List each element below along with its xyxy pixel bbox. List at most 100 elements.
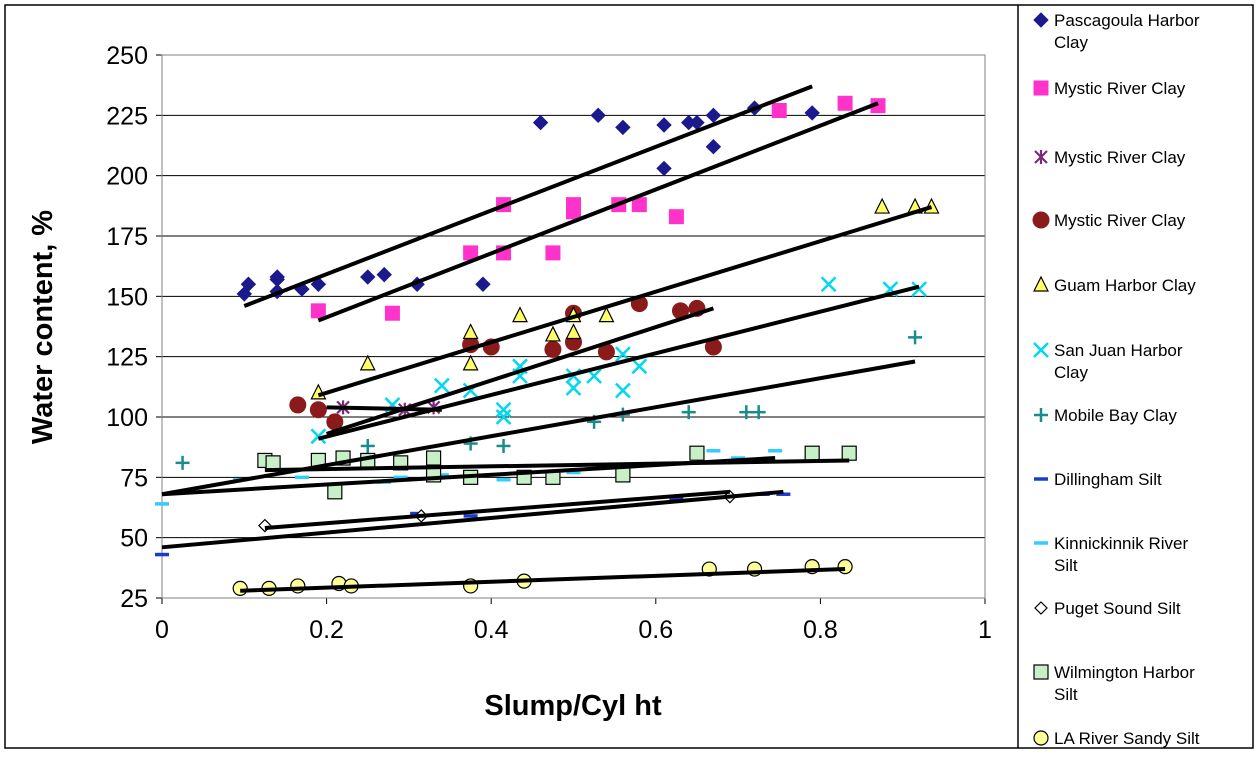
data-point — [495, 401, 512, 418]
data-point — [545, 245, 561, 261]
marker-shape — [232, 580, 248, 596]
marker-shape — [462, 354, 479, 371]
data-point — [565, 323, 582, 340]
marker-shape — [590, 107, 606, 124]
marker-shape — [874, 197, 891, 214]
legend-marker — [1034, 408, 1048, 422]
legend-item: Guam Harbor Clay — [1033, 275, 1196, 295]
marker-shape — [425, 450, 442, 466]
data-point — [265, 455, 281, 471]
data-point — [309, 401, 327, 419]
marker-shape — [376, 266, 392, 283]
legend-label: Guam Harbor Clay — [1054, 276, 1196, 295]
y-axis-label: Water content, % — [27, 210, 59, 444]
x-tick-label: 0.4 — [474, 616, 509, 644]
data-point — [656, 117, 672, 133]
legend-item: San Juan Harbor Clay — [1033, 341, 1183, 382]
marker-stroke — [495, 401, 512, 418]
trendline — [240, 567, 846, 593]
data-point — [590, 107, 606, 124]
data-point — [327, 484, 343, 500]
y-tick-label: 175 — [106, 223, 148, 251]
data-point — [615, 119, 631, 136]
marker-shape — [615, 119, 631, 136]
trendline — [161, 359, 916, 497]
legend-label: Mystic River Clay — [1054, 79, 1186, 98]
data-point — [705, 107, 722, 124]
legend-marker — [1033, 12, 1049, 28]
marker-shape — [269, 269, 285, 285]
data-point — [310, 428, 327, 445]
legend-label: Mystic River Clay — [1054, 148, 1186, 167]
y-tick-label: 100 — [106, 404, 148, 432]
data-point — [496, 438, 511, 453]
legend-item: Pascagoula Harbor Clay — [1033, 11, 1200, 52]
x-tick-label: 0 — [155, 616, 169, 644]
marker-shape — [240, 276, 257, 292]
marker-stroke — [820, 276, 837, 293]
marker-stroke — [614, 346, 631, 363]
legend-label: San Juan Harbor Clay — [1054, 341, 1183, 382]
marker-shape — [689, 445, 705, 461]
marker-shape — [359, 354, 376, 371]
marker-shape — [1033, 730, 1049, 746]
data-point — [705, 138, 722, 155]
legend-marker — [1033, 80, 1049, 96]
data-point — [544, 325, 561, 342]
x-tick-label: 0.6 — [638, 616, 673, 644]
marker-shape — [327, 484, 343, 500]
data-point — [512, 306, 528, 323]
legend-item: Mystic River Clay — [1032, 211, 1186, 230]
data-point — [384, 305, 400, 321]
trendline — [264, 489, 731, 531]
legend-label: Pascagoula Harbor Clay — [1054, 11, 1200, 52]
marker-shape — [566, 197, 581, 213]
data-point — [232, 580, 248, 596]
data-point — [804, 105, 820, 121]
trendline — [325, 306, 715, 436]
marker-shape — [310, 303, 326, 319]
legend-marker — [1033, 275, 1049, 292]
legend-item: Mystic River Clay — [1034, 148, 1186, 167]
data-point — [689, 445, 705, 461]
legend-label: Mobile Bay Clay — [1054, 406, 1177, 425]
marker-shape — [309, 401, 327, 419]
data-point — [376, 266, 392, 283]
marker-shape — [598, 306, 615, 323]
trendline — [161, 489, 784, 550]
legend-marker — [1033, 730, 1049, 746]
marker-shape — [462, 323, 479, 340]
marker-shape — [668, 209, 684, 225]
marker-shape — [1033, 80, 1049, 96]
data-point — [433, 377, 450, 394]
legend-item: Kinnickinnik River Silt — [1034, 534, 1188, 575]
marker-shape — [532, 114, 549, 131]
legend-item: Mystic River Clay — [1033, 79, 1186, 98]
marker-shape — [544, 340, 562, 358]
marker-shape — [475, 276, 491, 292]
data-point — [739, 405, 754, 420]
marker-shape — [837, 559, 853, 575]
marker-shape — [1033, 664, 1049, 680]
legend-item: Puget Sound Silt — [1034, 599, 1181, 618]
marker-shape — [615, 467, 631, 483]
legend-item: Dillingham Silt — [1034, 470, 1162, 489]
data-point — [495, 409, 512, 425]
legend-marker — [1034, 601, 1048, 615]
data-point — [631, 358, 648, 375]
legend-label: Kinnickinnik River Silt — [1054, 534, 1188, 575]
y-tick-labels: 25 50 75 100 125 150 175 200 225 250 — [106, 42, 148, 613]
trendline — [326, 405, 442, 412]
marker-shape — [705, 138, 722, 155]
data-point — [804, 445, 820, 461]
data-point — [532, 114, 549, 131]
marker-shape — [1033, 12, 1049, 28]
marker-shape — [656, 117, 672, 133]
data-point — [475, 276, 491, 292]
trendline — [264, 458, 850, 473]
legend-marker — [1033, 342, 1049, 358]
x-tick-labels: 0 0.2 0.4 0.6 0.8 1 — [155, 616, 992, 644]
data-point — [837, 559, 853, 575]
